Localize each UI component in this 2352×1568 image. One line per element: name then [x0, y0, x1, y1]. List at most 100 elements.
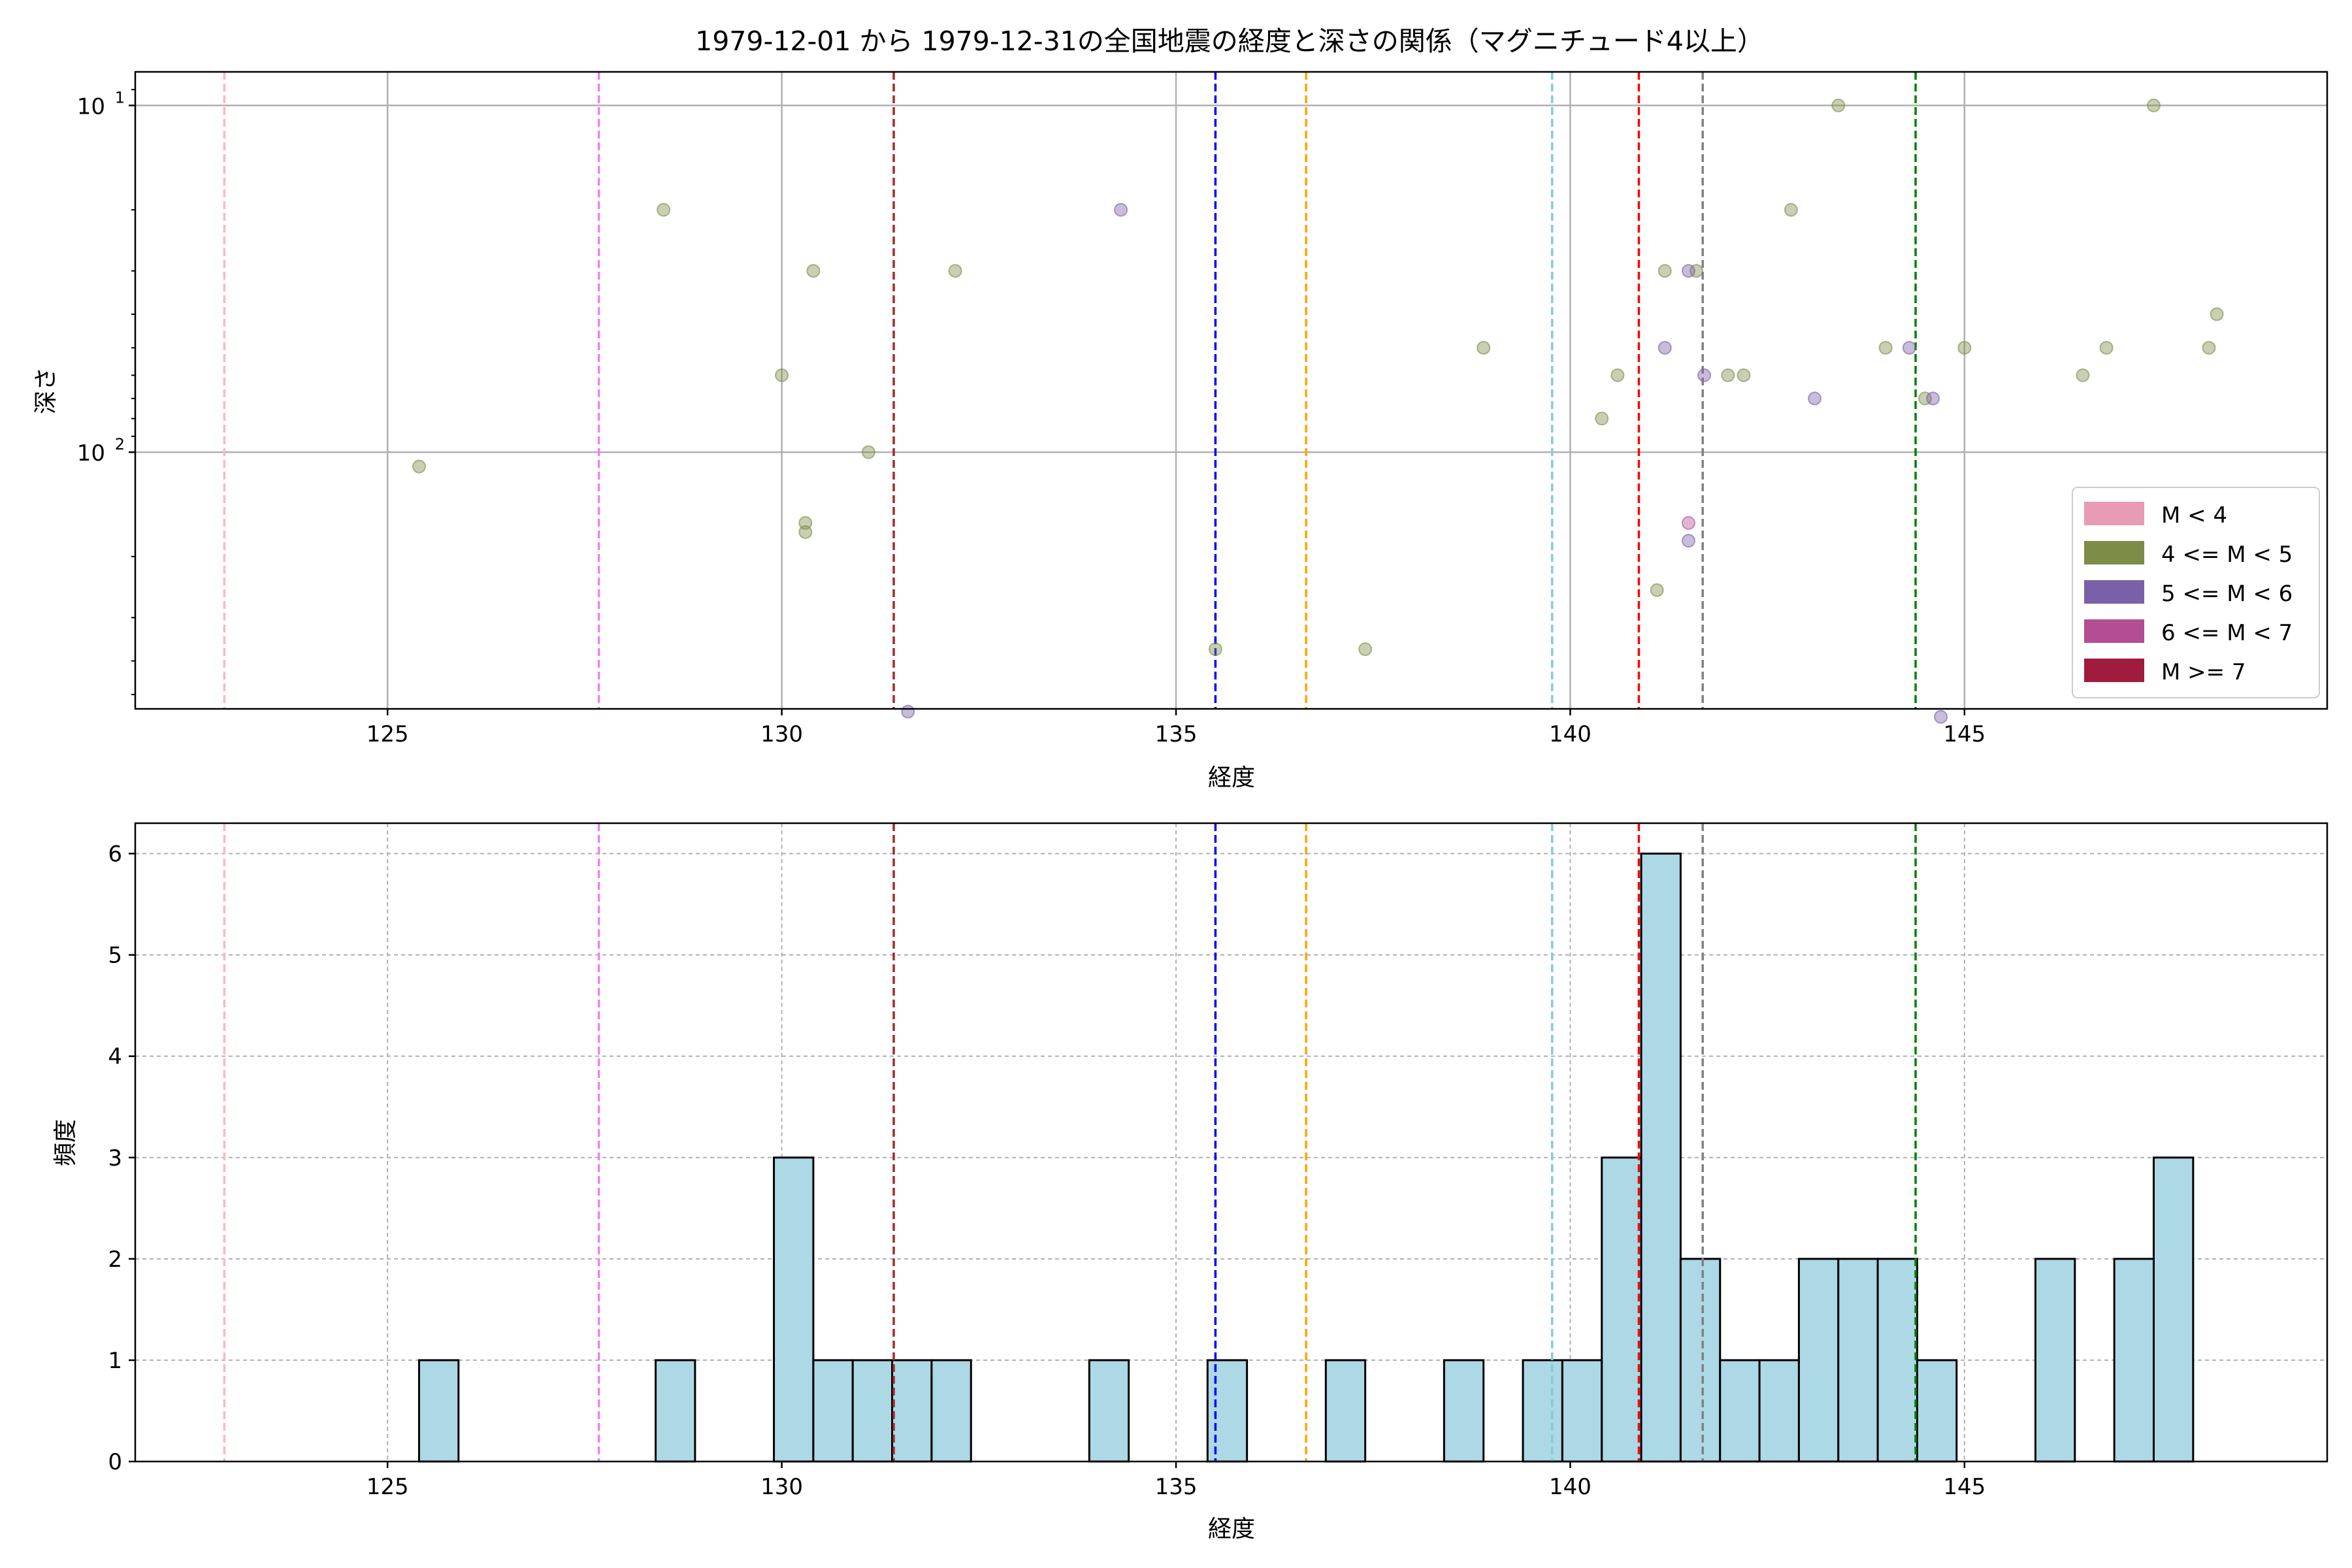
scatter-y-tick-label: 10 — [77, 440, 105, 466]
scatter-point — [1658, 264, 1672, 278]
scatter-point — [1926, 391, 1940, 406]
histogram-x-tick-label: 130 — [760, 1474, 803, 1500]
scatter-point — [1610, 368, 1625, 382]
scatter-point — [2210, 307, 2224, 321]
histogram-y-tick-label: 1 — [108, 1348, 122, 1374]
histogram-reference-lines — [223, 823, 1917, 1462]
scatter-point — [1650, 583, 1664, 597]
histogram-bar — [1876, 1258, 1918, 1463]
scatter-point — [2099, 340, 2114, 355]
histogram-bar — [812, 1359, 854, 1463]
scatter-grid — [135, 72, 2327, 709]
histogram-y-axis-label: 頻度 — [52, 1119, 79, 1166]
scatter-point — [1595, 412, 1609, 426]
histogram-bar — [1797, 1258, 1840, 1463]
histogram-y-tick-label: 0 — [108, 1449, 122, 1475]
histogram-bar — [930, 1359, 972, 1463]
scatter-point — [1721, 368, 1735, 382]
histogram-x-tick-label: 145 — [1943, 1474, 1985, 1500]
histogram-y-tick-label: 3 — [108, 1145, 122, 1171]
histogram-x-tick-label: 140 — [1549, 1474, 1592, 1500]
scatter-y-tick-exponent: 1 — [115, 88, 125, 106]
scatter-point — [1784, 203, 1798, 217]
legend-box — [2072, 487, 2320, 698]
scatter-point — [2202, 340, 2216, 355]
histogram-panel: 125 130 135 140 145 0 1 2 3 4 5 6 経度 頻度 — [52, 822, 2328, 1543]
histogram-bar — [1640, 853, 1682, 1463]
histogram-x-tick-label: 125 — [367, 1474, 409, 1500]
scatter-x-ticks: 125 130 135 140 145 — [367, 709, 1985, 747]
histogram-bar — [851, 1359, 894, 1463]
legend-swatch — [2084, 580, 2144, 604]
histogram-bar — [2034, 1258, 2076, 1463]
scatter-point — [412, 459, 426, 474]
legend-label: M >= 7 — [2161, 659, 2246, 685]
scatter-point — [948, 264, 962, 278]
scatter-x-tick-label: 145 — [1943, 721, 1985, 747]
scatter-point — [1358, 642, 1373, 657]
scatter-point — [1878, 340, 1893, 355]
scatter-point — [806, 264, 821, 278]
histogram-bar — [773, 1156, 815, 1463]
histogram-bar — [2113, 1258, 2155, 1463]
scatter-point — [1902, 340, 1916, 355]
histogram-bar — [1324, 1359, 1367, 1463]
scatter-point — [657, 203, 671, 217]
histogram-bar — [1522, 1359, 1563, 1463]
scatter-point — [1681, 515, 1695, 530]
scatter-x-tick-label: 130 — [760, 721, 803, 747]
histogram-bar — [2152, 1156, 2195, 1463]
scatter-point — [2076, 368, 2090, 382]
scatter-legend: M < 4 4 <= M < 5 5 <= M < 6 6 <= M < 7 M >= … — [2072, 487, 2320, 698]
histogram-bar — [1088, 1359, 1130, 1463]
histogram-y-tick-label: 2 — [108, 1247, 122, 1273]
histogram-bar — [1719, 1359, 1761, 1463]
scatter-point — [1737, 368, 1751, 382]
scatter-x-tick-label: 140 — [1549, 721, 1592, 747]
legend-swatch — [2084, 541, 2144, 564]
histogram-bar — [1601, 1156, 1642, 1463]
histogram-bar — [1679, 1258, 1722, 1463]
scatter-point — [1477, 340, 1491, 355]
histogram-bar — [1561, 1359, 1603, 1463]
histogram-x-tick-label: 135 — [1155, 1474, 1198, 1500]
histogram-plot-frame — [134, 822, 2328, 1463]
histogram-bar — [1916, 1359, 1958, 1463]
histogram-bar — [1206, 1359, 1249, 1463]
scatter-y-tick-exponent: 2 — [115, 435, 125, 453]
scatter-point — [1681, 534, 1695, 548]
scatter-point — [1957, 340, 1972, 355]
figure-title: 1979-12-01 から 1979-12-31の全国地震の経度と深さの関係（マ… — [695, 25, 1764, 57]
scatter-point — [1934, 710, 1948, 724]
legend-label: 5 <= M < 6 — [2161, 581, 2293, 607]
legend-label: M < 4 — [2161, 502, 2227, 529]
legend-swatch — [2084, 659, 2144, 682]
histogram-bar — [655, 1359, 696, 1463]
histogram-bar — [1443, 1359, 1485, 1463]
scatter-y-axis-label: 深さ — [33, 367, 59, 414]
histogram-y-tick-label: 5 — [108, 943, 122, 969]
histogram-x-ticks: 125 130 135 140 145 — [367, 1462, 1985, 1500]
histogram-bar — [417, 1359, 460, 1463]
scatter-y-ticks: 10 1 10 2 — [77, 88, 135, 696]
scatter-point — [1697, 368, 1712, 382]
scatter-points — [412, 98, 2224, 724]
histogram-y-tick-label: 6 — [108, 841, 122, 868]
scatter-point — [861, 445, 875, 459]
scatter-point — [775, 368, 789, 382]
legend-swatch — [2084, 502, 2144, 525]
legend-label: 4 <= M < 5 — [2161, 542, 2293, 568]
scatter-x-tick-label: 135 — [1155, 721, 1198, 747]
scatter-plot-frame — [134, 71, 2328, 710]
scatter-point — [1808, 391, 1822, 406]
legend-swatch — [2084, 619, 2144, 643]
scatter-panel: 125 130 135 140 145 10 1 10 2 経度 深さ M < 4 4 <= M… — [33, 71, 2328, 791]
scatter-point — [901, 704, 915, 719]
histogram-y-ticks: 0 1 2 3 4 5 6 — [108, 841, 135, 1475]
scatter-point — [2146, 98, 2161, 112]
histogram-bar — [1758, 1359, 1800, 1463]
scatter-x-axis-label: 経度 — [1208, 764, 1255, 791]
scatter-reference-lines — [223, 72, 1917, 709]
scatter-point — [1681, 264, 1695, 278]
